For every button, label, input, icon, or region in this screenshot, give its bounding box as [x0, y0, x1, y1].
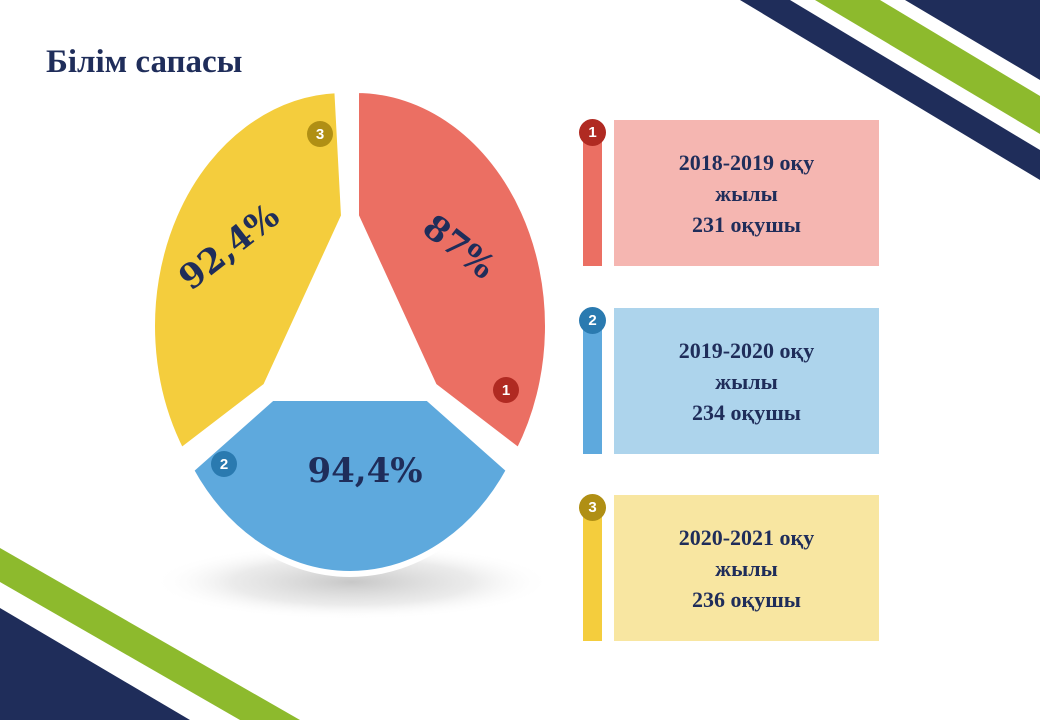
legend-card-line: 231 оқушы [692, 211, 801, 237]
pie-slice-2 [187, 395, 513, 577]
stripe-top-green [815, 0, 1040, 134]
legend-card-line: 234 оқушы [692, 399, 801, 425]
pie-chart: 87%94,4%92,4% 123 [149, 87, 552, 620]
legend-color-bar [583, 316, 602, 454]
legend-number-badge: 2 [579, 307, 606, 334]
stripe-top-navy-2 [905, 0, 1040, 80]
legend-number-badge: 1 [579, 119, 606, 146]
pie-marker-2 [211, 451, 237, 477]
legend-color-bar [583, 128, 602, 266]
legend-card-line: жылы [715, 368, 778, 394]
pie-marker-label-2: 2 [220, 456, 228, 473]
pie-slice-label-2: 94,4% [307, 451, 422, 491]
legend-card: 2018-2019 оқу жылы 231 оқушы [614, 120, 879, 266]
legend-number-badge: 3 [579, 494, 606, 521]
pie-marker-label-1: 1 [502, 382, 510, 399]
pie-marker-1 [493, 377, 519, 403]
legend-card-line: жылы [715, 180, 778, 206]
legend-color-bar [583, 503, 602, 641]
legend-card: 2020-2021 оқу жылы 236 оқушы [614, 495, 879, 641]
legend-card-line: 2019-2020 оқу [678, 337, 815, 363]
pie-shadow [152, 544, 552, 620]
legend-card: 2019-2020 оқу жылы 234 оқушы [614, 308, 879, 454]
pie-slice-3 [149, 87, 347, 455]
pie-marker-3 [307, 121, 333, 147]
legend-card-line: 2020-2021 оқу [678, 524, 815, 550]
slide-title: Білім сапасы [46, 44, 243, 80]
pie-marker-label-3: 3 [316, 126, 324, 143]
legend-card-line: жылы [715, 555, 778, 581]
pie-slice-1 [353, 87, 551, 455]
legend-card-line: 236 оқушы [692, 586, 801, 612]
legend-card-line: 2018-2019 оқу [678, 149, 815, 175]
